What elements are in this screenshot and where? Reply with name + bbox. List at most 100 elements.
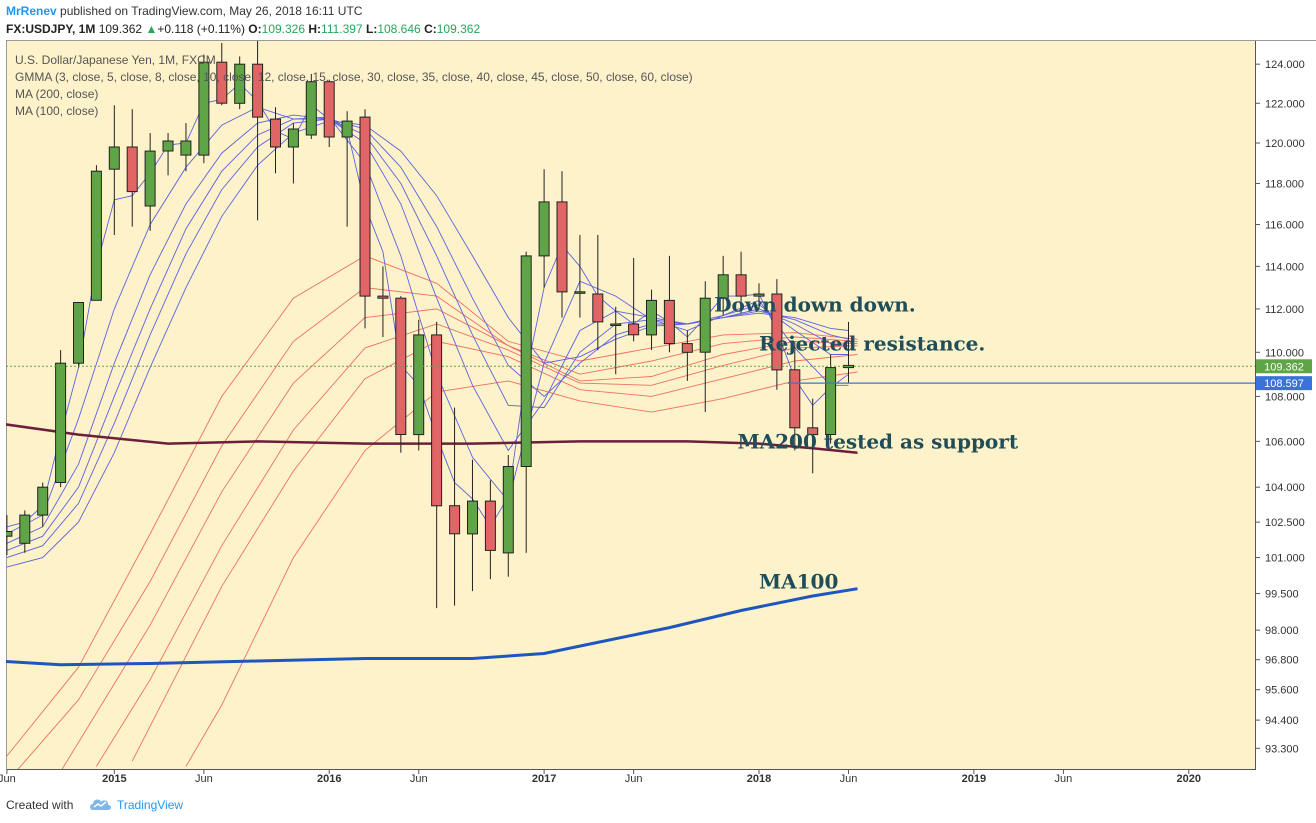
price-tick-label: 96.800 bbox=[1265, 655, 1299, 667]
candle-up bbox=[753, 293, 765, 297]
candle-down bbox=[359, 116, 371, 297]
legend-ma100[interactable]: MA (100, close) bbox=[15, 104, 98, 118]
price-tick-label: 116.000 bbox=[1265, 220, 1304, 232]
candle-up bbox=[610, 323, 622, 326]
price-tag-label: 108.597 bbox=[1264, 378, 1304, 390]
candle-up bbox=[467, 500, 478, 535]
price-tick-label: 102.500 bbox=[1265, 517, 1305, 529]
candle-down bbox=[663, 299, 675, 345]
chart-annotation: Rejected resistance. bbox=[759, 332, 985, 356]
time-tick-label: Jun bbox=[410, 773, 428, 785]
candle-up bbox=[37, 486, 49, 516]
price-axis[interactable]: 93.300 94.400 95.600 96.800 98.000 99.500 101.… bbox=[1256, 59, 1305, 755]
candle-down bbox=[270, 118, 281, 148]
open-value: 109.326 bbox=[261, 22, 306, 36]
candle-up bbox=[413, 334, 425, 436]
candle-down bbox=[628, 323, 640, 336]
open-label: O: bbox=[248, 22, 262, 36]
candle-down bbox=[323, 81, 335, 138]
candle-down bbox=[252, 63, 264, 118]
level-lines bbox=[6, 365, 1255, 384]
candle-down bbox=[395, 297, 407, 436]
candle-down bbox=[807, 427, 819, 436]
price-tick-label: 104.000 bbox=[1265, 482, 1305, 494]
price-tick-label: 110.000 bbox=[1265, 347, 1304, 359]
author-link[interactable]: MrRenev bbox=[6, 4, 57, 18]
candle-up bbox=[198, 61, 210, 156]
symbol-line: FX:USDJPY, 1M 109.362 ▲+0.118 (+0.11%) O… bbox=[6, 22, 480, 36]
publish-info: published on TradingView.com, May 26, 20… bbox=[60, 4, 363, 18]
candle-up bbox=[717, 274, 729, 299]
price-tags: 109.362 108.597 bbox=[1256, 359, 1312, 391]
candle-up bbox=[73, 302, 84, 364]
time-axis[interactable]: Jun 2015 Jun 2016 Jun 2017 Jun 2018 Jun 2019 Jun 20… bbox=[0, 770, 1201, 785]
gmma-short-line-15 bbox=[6, 120, 849, 568]
candle-down bbox=[681, 343, 693, 353]
candle-down bbox=[771, 293, 783, 371]
legend-ma200[interactable]: MA (200, close) bbox=[15, 87, 98, 101]
time-tick-label: Jun bbox=[625, 773, 643, 785]
price-tick-label: 98.000 bbox=[1265, 625, 1299, 637]
chart-legend: U.S. Dollar/Japanese Yen, 1M, FXCM GMMA … bbox=[15, 53, 693, 118]
candle-up bbox=[144, 150, 156, 207]
time-tick-label: Jun bbox=[840, 773, 858, 785]
legend-title[interactable]: U.S. Dollar/Japanese Yen, 1M, FXCM bbox=[15, 53, 216, 67]
price-tick-label: 120.000 bbox=[1265, 138, 1305, 150]
time-tick-label: 2018 bbox=[747, 773, 771, 785]
created-with-label: Created with bbox=[6, 798, 74, 812]
time-tick-label: Jun bbox=[1055, 773, 1073, 785]
plot-background bbox=[6, 41, 1255, 769]
price-tick-label: 106.000 bbox=[1265, 436, 1305, 448]
gmma-long-line-35 bbox=[17, 287, 858, 769]
candle-up bbox=[646, 299, 657, 336]
price-tick-label: 118.000 bbox=[1265, 178, 1304, 190]
last-price: 109.362 bbox=[98, 22, 143, 36]
close-label: C: bbox=[424, 22, 437, 36]
candle-up bbox=[6, 531, 13, 537]
price-tick-label: 114.000 bbox=[1265, 261, 1304, 273]
candle-up bbox=[234, 63, 246, 104]
candle-down bbox=[592, 293, 604, 323]
price-tick-label: 101.000 bbox=[1265, 553, 1305, 565]
candle-down bbox=[377, 295, 389, 299]
candle-down bbox=[431, 334, 443, 507]
price-tag-box bbox=[1256, 359, 1312, 374]
ma100-line bbox=[6, 587, 858, 667]
gmma-long-line-50 bbox=[131, 340, 858, 762]
low-value: 108.646 bbox=[377, 22, 421, 36]
time-tick-label: 2019 bbox=[962, 773, 986, 785]
candle-down bbox=[216, 61, 228, 104]
tradingview-cloud-icon bbox=[90, 799, 111, 810]
candle-up bbox=[305, 81, 317, 136]
legend-gmma[interactable]: GMMA (3, close, 5, close, 8, close, 10, … bbox=[15, 70, 693, 84]
candle-up bbox=[520, 255, 532, 467]
candle-up bbox=[574, 291, 586, 294]
gmma-short-line-8 bbox=[6, 114, 849, 544]
footer: Created with TradingView bbox=[0, 790, 1316, 823]
time-tick-label: Jun bbox=[195, 773, 213, 785]
price-tick-label: 95.600 bbox=[1265, 685, 1299, 697]
candle-up bbox=[19, 514, 31, 544]
chart-annotation: MA100 bbox=[759, 570, 838, 594]
time-tick-label: Jun bbox=[0, 773, 16, 785]
price-tick-label: 93.300 bbox=[1265, 743, 1299, 755]
price-chart[interactable]: 93.300 94.400 95.600 96.800 98.000 99.500 101.… bbox=[0, 0, 1316, 790]
candle-down bbox=[126, 146, 138, 193]
candle-up bbox=[55, 362, 67, 484]
candle-up bbox=[108, 146, 120, 170]
gmma-long-line-40 bbox=[61, 308, 858, 769]
close-value: 109.362 bbox=[436, 22, 481, 36]
annotations: Down down down. Rejected resistance. MA200… bbox=[714, 293, 1019, 594]
gmma-long-line-45 bbox=[96, 323, 858, 767]
candle-up bbox=[341, 120, 353, 138]
candle-up bbox=[90, 170, 102, 301]
up-arrow-icon: ▲ bbox=[145, 22, 158, 36]
price-tag-box bbox=[1256, 376, 1312, 391]
price-tick-label: 122.000 bbox=[1265, 98, 1305, 110]
candle-down bbox=[789, 369, 801, 429]
gmma-long-line-30 bbox=[6, 255, 858, 757]
symbol-name[interactable]: FX:USDJPY, 1M bbox=[6, 22, 96, 36]
time-tick-label: 2020 bbox=[1177, 773, 1201, 785]
tradingview-brand-link[interactable]: TradingView bbox=[117, 798, 184, 812]
price-tick-label: 112.000 bbox=[1265, 304, 1304, 316]
